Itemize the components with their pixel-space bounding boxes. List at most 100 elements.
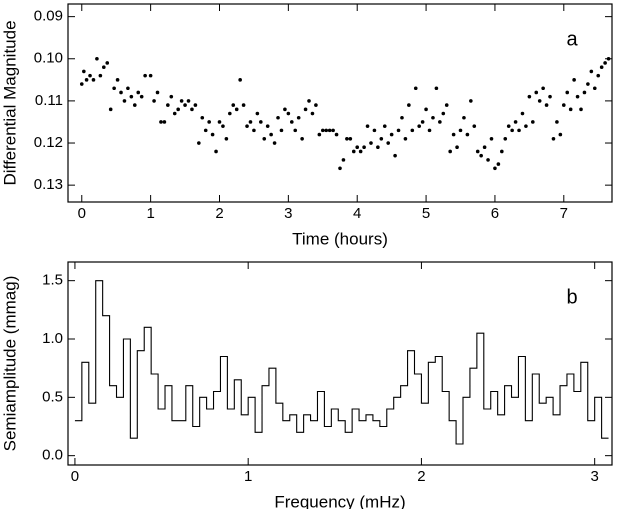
data-point <box>98 73 103 78</box>
y-tick-label: 1.0 <box>42 330 63 347</box>
plot-frame <box>67 3 613 203</box>
x-axis-label: Frequency (mHz) <box>274 492 405 509</box>
data-point <box>210 132 215 137</box>
data-point <box>537 99 542 103</box>
data-point <box>389 132 394 137</box>
data-point <box>179 99 184 103</box>
data-point <box>169 94 174 99</box>
data-point <box>489 137 494 141</box>
data-point <box>126 86 130 91</box>
data-point <box>88 73 92 78</box>
data-point <box>351 149 356 154</box>
data-point <box>393 153 397 158</box>
data-point <box>289 120 294 124</box>
data-point <box>431 115 435 120</box>
data-point <box>79 82 84 86</box>
x-tick-label: 5 <box>422 205 430 222</box>
data-point <box>348 137 353 141</box>
x-tick-label: 6 <box>491 205 499 222</box>
data-point <box>255 111 260 116</box>
data-point <box>122 99 127 103</box>
data-point <box>379 137 384 141</box>
y-tick-label: 0.12 <box>34 134 63 151</box>
x-tick-label: 2 <box>215 205 223 222</box>
data-point <box>544 103 549 107</box>
data-point <box>334 132 339 137</box>
data-point <box>190 107 194 112</box>
y-tick-label: 0.09 <box>34 8 63 25</box>
data-point <box>272 141 277 145</box>
data-point <box>592 86 597 91</box>
data-point <box>382 124 387 128</box>
y-tick-label: 0.5 <box>42 388 63 405</box>
data-point <box>534 90 539 95</box>
data-point <box>119 90 123 95</box>
data-point <box>159 120 163 124</box>
data-point <box>162 120 167 124</box>
data-point <box>527 94 532 99</box>
data-point <box>176 107 180 112</box>
data-point <box>541 86 545 91</box>
data-point <box>234 107 239 112</box>
data-point <box>91 78 96 82</box>
x-tick-label: 1 <box>146 205 154 222</box>
y-axis-label: Semiamplitude (mmag) <box>0 276 19 452</box>
data-point <box>248 120 253 124</box>
data-point <box>372 128 377 133</box>
data-point <box>475 149 480 154</box>
data-point <box>303 107 308 112</box>
data-point <box>469 99 473 103</box>
data-point <box>413 86 418 91</box>
data-point <box>479 153 483 158</box>
data-point <box>575 94 580 99</box>
data-point <box>548 94 552 99</box>
data-point <box>265 124 270 128</box>
data-point <box>148 73 153 78</box>
data-point <box>555 120 559 124</box>
data-point <box>589 69 594 74</box>
data-point <box>82 69 86 74</box>
data-point <box>84 78 89 82</box>
panel-label: a <box>566 28 578 50</box>
data-point <box>317 132 322 137</box>
data-point <box>410 128 415 133</box>
data-point <box>197 141 201 145</box>
x-tick-label: 2 <box>417 468 425 485</box>
data-point <box>482 145 487 150</box>
data-point <box>310 111 315 116</box>
data-point <box>438 120 442 124</box>
data-point <box>300 137 304 141</box>
data-point <box>105 61 110 65</box>
x-tick-label: 0 <box>78 205 86 222</box>
data-point <box>424 107 428 112</box>
x-tick-label: 1 <box>244 468 252 485</box>
data-point <box>112 86 116 91</box>
data-point <box>510 128 514 133</box>
data-point <box>331 128 335 133</box>
data-point <box>231 103 236 107</box>
data-point <box>517 128 521 133</box>
data-point <box>338 166 342 171</box>
x-tick-label: 7 <box>560 205 568 222</box>
data-point <box>132 103 137 107</box>
data-point <box>465 132 470 137</box>
y-tick-label: 0.0 <box>42 447 63 464</box>
y-tick-label: 0.11 <box>35 92 63 109</box>
data-point <box>193 103 198 107</box>
data-point <box>327 128 332 133</box>
data-point <box>462 115 466 120</box>
data-point <box>558 132 563 137</box>
data-point <box>472 124 477 128</box>
data-point <box>314 103 318 107</box>
data-point <box>203 128 208 133</box>
data-point <box>572 78 576 82</box>
data-point <box>434 86 439 91</box>
data-point <box>386 141 391 145</box>
data-point <box>520 111 525 116</box>
data-point <box>420 120 425 124</box>
x-axis-label: Time (hours) <box>292 229 388 248</box>
data-point <box>172 111 177 116</box>
data-point <box>102 65 106 69</box>
data-point <box>252 128 256 133</box>
